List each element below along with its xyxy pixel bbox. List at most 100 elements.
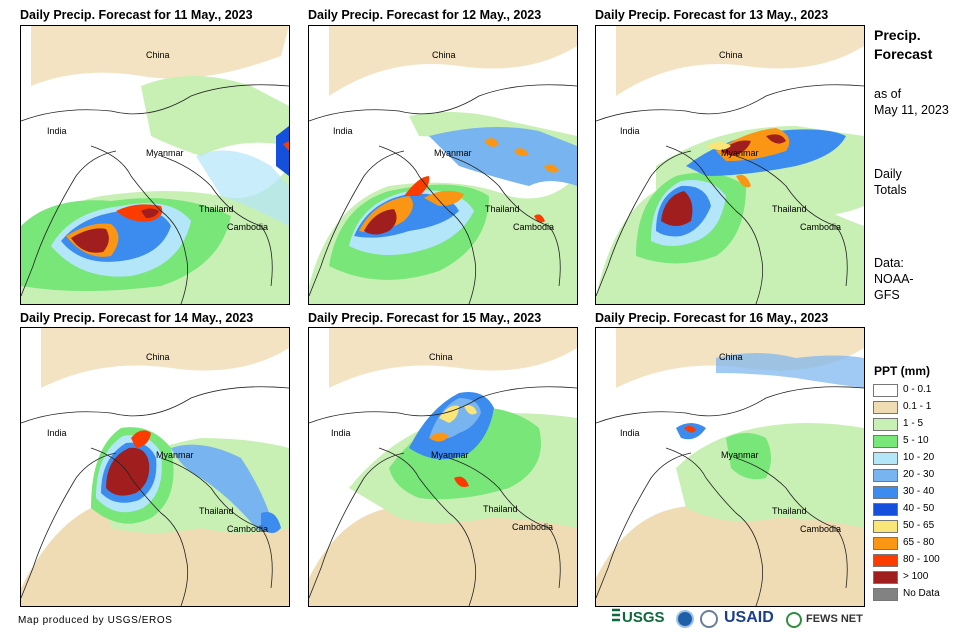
label-cambodia-4: Cambodia [227,524,269,534]
daily-label: Daily [874,167,902,181]
legend-label: 50 - 65 [903,520,935,531]
legend-swatch [873,469,898,482]
label-thailand-6: Thailand [772,506,807,516]
label-china-1: China [146,50,170,60]
label-cambodia-3: Cambodia [800,222,842,232]
legend-label: 0 - 0.1 [903,384,932,395]
legend-item: 40 - 50 [873,502,963,519]
forecast-map-2: China India Myanmar Thailand Cambodia [308,25,578,305]
legend-swatch [873,588,898,601]
legend-item: 80 - 100 [873,553,963,570]
usgs-logo: USGS [612,606,674,635]
totals-label: Totals [874,183,907,197]
label-china-6: China [719,352,743,362]
legend-swatch [873,554,898,567]
legend-label: No Data [903,588,940,599]
legend-swatch [873,571,898,584]
legend-item: 5 - 10 [873,434,963,451]
legend-swatch [873,452,898,465]
map-credit: Map produced by USGS/EROS [18,615,173,626]
legend-label: 20 - 30 [903,469,935,480]
legend-label: 30 - 40 [903,486,935,497]
label-myanmar-5: Myanmar [431,450,469,460]
label-thailand-4: Thailand [199,506,234,516]
label-india-3: India [620,126,640,136]
precip-field-3 [596,26,864,304]
as-of-value: May 11, 2023 [874,103,949,117]
fewsnet-globe-icon [786,612,802,628]
daily-totals: Daily Totals [874,166,907,198]
legend-swatch [873,418,898,431]
label-thailand-1: Thailand [199,204,234,214]
data-label: Data: [874,256,904,270]
label-india-4: India [47,428,67,438]
legend-swatch [873,384,898,397]
legend-swatch [873,435,898,448]
precip-field-6 [596,328,864,606]
legend-item: 50 - 65 [873,519,963,536]
precip-field-2 [309,26,577,304]
legend-label: > 100 [903,571,929,582]
precip-field-4 [21,328,289,606]
label-thailand-3: Thailand [772,204,807,214]
data-source-line2: GFS [874,288,900,302]
sidebar-title-line1: Precip. [874,27,921,43]
label-myanmar-6: Myanmar [721,450,759,460]
as-of-label: as of [874,87,902,101]
noaa-logo-icon [676,610,694,628]
label-cambodia-1: Cambodia [227,222,269,232]
legend-swatch [873,520,898,533]
legend-swatch [873,537,898,550]
legend-item: 30 - 40 [873,485,963,502]
forecast-map-4: China India Myanmar Thailand Cambodia [20,327,290,607]
legend-label: 40 - 50 [903,503,935,514]
legend-label: 65 - 80 [903,537,935,548]
data-source-line1: NOAA- [874,272,914,286]
legend-item: 10 - 20 [873,451,963,468]
legend-item: 1 - 5 [873,417,963,434]
legend-item: 0.1 - 1 [873,400,963,417]
legend-item: 65 - 80 [873,536,963,553]
forecast-map-5: China India Myanmar Thailand Cambodia [308,327,578,607]
label-china-3: China [719,50,743,60]
sidebar-title: Precip. Forecast [874,26,932,64]
label-india-2: India [333,126,353,136]
label-india-6: India [620,428,640,438]
usgs-wave-icon: USGS [612,608,665,626]
panel-title-5: Daily Precip. Forecast for 15 May., 2023 [308,311,542,325]
legend-label: 80 - 100 [903,554,940,565]
fewsnet-logo: FEWS NET [806,613,863,625]
panel-title-1: Daily Precip. Forecast for 11 May., 2023 [20,8,253,22]
legend-item: 0 - 0.1 [873,383,963,400]
label-myanmar-2: Myanmar [434,148,472,158]
label-india-1: India [47,126,67,136]
legend-item: 20 - 30 [873,468,963,485]
label-myanmar-4: Myanmar [156,450,194,460]
usgs-text: USGS [622,609,665,626]
label-cambodia-5: Cambodia [512,522,554,532]
forecast-map-3: China India Myanmar Thailand Cambodia [595,25,865,305]
forecast-map-1: China India Myanmar Thailand Cambodia [20,25,290,305]
label-cambodia-2: Cambodia [513,222,555,232]
legend-swatch [873,503,898,516]
sidebar-title-line2: Forecast [874,46,933,62]
legend-label: 1 - 5 [903,418,924,429]
legend-label: 0.1 - 1 [903,401,932,412]
precip-field-5 [309,328,577,606]
dos-seal-icon [700,610,718,628]
label-cambodia-6: Cambodia [800,524,842,534]
label-myanmar-1: Myanmar [146,148,184,158]
label-myanmar-3: Myanmar [721,148,759,158]
legend-title: PPT (mm) [874,364,931,378]
legend-label: 10 - 20 [903,452,935,463]
precip-field-1 [21,26,289,304]
label-china-5: China [429,352,453,362]
data-source: Data: NOAA- GFS [874,255,914,303]
legend-swatch [873,401,898,414]
legend-swatch [873,486,898,499]
legend-label: 5 - 10 [903,435,929,446]
legend-item: > 100 [873,570,963,587]
label-thailand-2: Thailand [485,204,520,214]
panel-title-3: Daily Precip. Forecast for 13 May., 2023 [595,8,829,22]
as-of-date: as of May 11, 2023 [874,86,949,118]
